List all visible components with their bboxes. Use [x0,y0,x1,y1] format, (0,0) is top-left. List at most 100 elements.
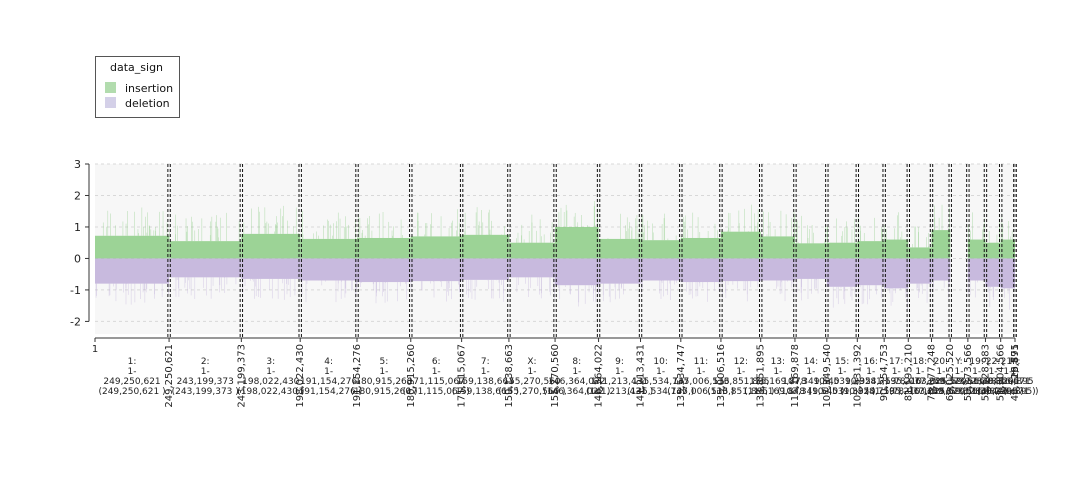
x-label-line: 1- [481,367,490,377]
x-label-line: 1- [528,367,537,377]
x-label-line: (81,195,210 ) [866,387,927,397]
x-chromosome-label-9: 9: 1-141,213,431 (141,213,431 ) [586,357,653,397]
insertion-bar-22 [985,242,1001,259]
x-label-line: 1- [324,367,333,377]
x-chromosome-label-14: 14: 1-107,349,540 (107,349,540 ) [777,357,844,397]
x-label-line: 191,154,276 [300,377,358,387]
x-chromosome-label-4: 4: 1-191,154,276 (191,154,276 ) [295,357,362,397]
y-tick-label: 3 [74,158,81,171]
x-label-line: (90,354,753 ) [840,387,901,397]
x-label-line: 5: [380,357,389,367]
x-label-line: 1- [696,367,705,377]
x-label-line: 17: [889,357,903,367]
x-end-tick-label-3: 198,022,430 [295,344,306,408]
x-label-line: 1- [572,367,581,377]
x-label-line: 115,169,878 [749,377,807,387]
x-label-line: (171,115,067 ) [403,387,470,397]
deletion-bar-17 [884,258,909,289]
x-label-line: 1- [1011,367,1020,377]
y-tick-label: -1 [70,284,81,297]
x-chromosome-label-11: 11: 1-135,006,516 (135,006,516 ) [667,357,734,397]
x-label-line: (191,154,276 ) [295,387,362,397]
insertion-swatch [105,82,116,93]
x-end-tick-label-2: 243,199,373 [236,344,247,408]
x-label-line: (102,531,392 ) [809,387,876,397]
x-chromosome-label-M: M: 1-16,571 (16,571 ) [994,357,1035,397]
deletion-bar-9 [598,258,641,284]
insertion-bar-14 [794,243,827,259]
x-chromosome-label-12: 12: 1-133,851,895 (133,851,895 ) [707,357,774,397]
x-label-line: 16: [863,357,877,367]
x-chromosome-label-17: 17: 1-81,195,210 (81,195,210 ) [866,357,927,397]
insertion-bar-7 [461,234,509,259]
deletion-bar-18 [908,258,932,284]
y-tick-label: 1 [74,221,81,234]
x-label-line: 1- [266,367,275,377]
x-label-line: 16,571 [999,377,1031,387]
x-end-tick-label-9: 141,213,431 [636,344,647,408]
x-label-line: 1- [736,367,745,377]
deletion-bar-X [508,258,556,278]
x-label-line: 1- [656,367,665,377]
x-label-line: (159,138,663 ) [452,387,519,397]
x-chromosome-label-Y: Y: 1-59,373,566 (59,373,566 ) [928,357,989,397]
x-label-line: 243,199,373 [177,377,234,387]
x-label-line: (135,006,516 ) [667,387,734,397]
x-label-line: 1- [128,367,137,377]
x-label-line: 3: [266,357,275,367]
x-label-line: 22: [986,357,1000,367]
deletion-bar-8 [555,258,599,286]
x-label-line: 1- [773,367,782,377]
x-chromosome-label-10: 10: 1-135,534,747 (135,534,747 ) [627,357,694,397]
insertion-bar-15 [826,242,858,259]
insertion-bar-8 [555,226,599,259]
x-label-line: 59,128,983 [951,377,1003,387]
x-chromosome-label-8: 8: 1-146,364,022 (146,364,022 ) [543,357,610,397]
insertion-bar-4 [300,238,358,259]
x-label-line: 155,270,560 [503,377,561,387]
x-end-tick-label-21: 48,129,895 [1010,344,1021,401]
x-label-line: M: [1010,357,1021,367]
insertion-bar-10 [640,240,681,259]
x-label-line: 6: [432,357,441,367]
deletion-bar-10 [640,258,681,281]
x-end-tick-label-19: 59,128,983 [980,344,991,401]
x-end-tick-label-12: 133,851,895 [756,344,767,408]
x-label-line: 249,250,621 [103,377,160,387]
x-end-tick-label-20: 63,025,520 [945,344,956,401]
x-label-line: 141,213,431 [591,377,648,387]
x-label-line: 1- [201,367,210,377]
legend-title: data_sign [110,61,164,74]
x-label-line: 13: [771,357,785,367]
x-label-line: 21: [1001,357,1015,367]
x-chromosome-label-20: 20: 1-63,025,520 (63,025,520 ) [910,357,971,397]
x-chromosome-label-18: 18: 1-78,077,248 (78,077,248 ) [889,357,950,397]
x-label-line: 63,025,520 [915,377,967,387]
x-label-line: (59,128,983 ) [946,387,1007,397]
deletion-bar-2 [169,258,242,278]
x-chromosome-label-19: 19: 1-59,128,983 (59,128,983 ) [946,357,1007,397]
x-label-line: 11: [694,357,708,367]
x-label-line: 1- [989,367,998,377]
x-label-line: (48,129,895 ) [977,387,1038,397]
x-label-line: 107,349,540 [782,377,840,387]
x-end-tick-label-13: 115,169,878 [790,344,801,408]
deletion-bar-14 [794,258,827,279]
insertion-bar-11 [680,237,721,259]
insertion-bar-19 [967,239,986,259]
x-end-tick-label-1: 249,250,621 [164,344,175,408]
x-label-line: 1- [838,367,847,377]
deletion-bar-20 [931,258,951,281]
x-label-line: 171,115,067 [408,377,465,387]
x-label-line: 1- [955,367,964,377]
x-chromosome-label-3: 3: 1-198,022,430 (198,022,430 ) [237,357,304,397]
x-end-tick-label-16: 90,354,753 [879,344,890,401]
x-label-line: (133,851,895 ) [707,387,774,397]
y-tick-label: -2 [70,315,81,328]
x-chromosome-label-6: 6: 1-171,115,067 (171,115,067 ) [403,357,470,397]
x-label-line: Y: [954,357,962,367]
x-label-line: (59,373,566 ) [928,387,989,397]
x-chromosome-label-X: X: 1-155,270,560 (155,270,560 ) [498,357,565,397]
x-label-line: 48,129,895 [982,377,1034,387]
